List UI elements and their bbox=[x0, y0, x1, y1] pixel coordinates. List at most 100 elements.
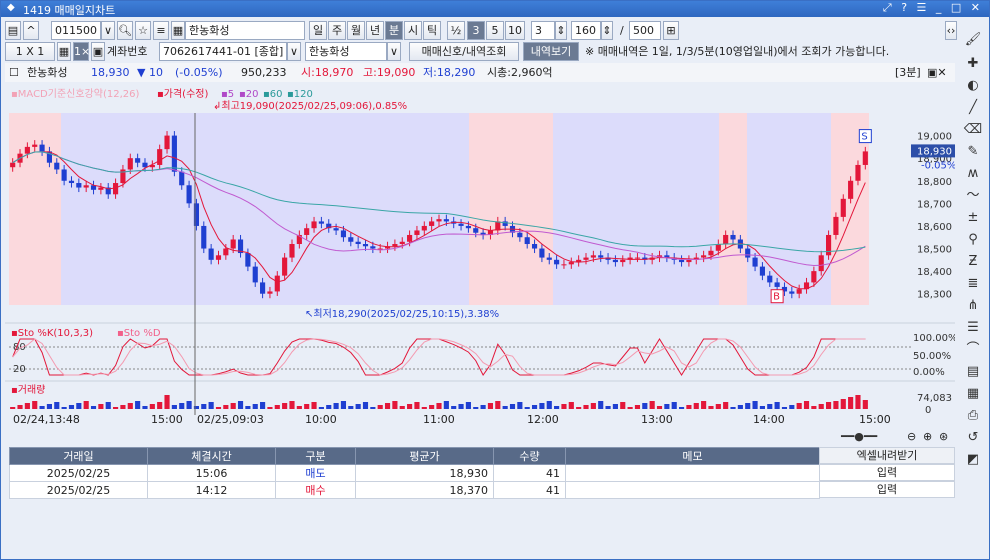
volume-bar bbox=[678, 407, 685, 409]
chart-maximize-icon[interactable]: ▣✕ bbox=[927, 66, 947, 79]
stock-dropdown-icon[interactable]: ∨ bbox=[387, 42, 401, 61]
zoom-slider[interactable]: ━━●━━ bbox=[841, 430, 878, 443]
interval-spin-icon[interactable]: ⇕ bbox=[555, 21, 567, 40]
info-name: 한농화성 bbox=[27, 66, 68, 79]
volume-bar bbox=[745, 403, 751, 409]
table-icon[interactable]: ▣ bbox=[91, 42, 105, 61]
tool-paint-icon[interactable]: 🖌︎ bbox=[964, 32, 982, 47]
layout-button[interactable]: 1 X 1 bbox=[5, 42, 55, 61]
cell-memo[interactable] bbox=[565, 464, 820, 482]
grid-icon[interactable]: ▦ bbox=[57, 42, 71, 61]
candle bbox=[421, 225, 427, 231]
chart-area[interactable]: ▪MACD기준신호강약(12,26) ▪가격(수정) ▪5 ▪20 ▪60 ▪120↲최고… bbox=[5, 83, 955, 439]
tool-print-icon[interactable]: ⎙ bbox=[967, 408, 979, 423]
total-input[interactable]: 500 bbox=[629, 21, 661, 40]
cell-memo[interactable] bbox=[565, 481, 820, 499]
cell-date: 2025/02/25 bbox=[9, 464, 148, 482]
prev-icon[interactable]: ^ bbox=[23, 21, 39, 40]
info-checkbox-icon[interactable]: ☐ bbox=[9, 66, 19, 79]
period-year[interactable]: 년 bbox=[366, 21, 384, 40]
volume-bar bbox=[480, 405, 486, 409]
tool-lines-icon[interactable]: ☰ bbox=[967, 320, 979, 335]
memo-input-button[interactable]: 입력 bbox=[819, 464, 955, 481]
search-icon[interactable]: 🔍︎ bbox=[117, 21, 133, 40]
candle bbox=[208, 248, 214, 260]
signal-button[interactable]: 매매신호/내역조회 bbox=[409, 42, 519, 61]
tool-grid-icon[interactable]: ▦ bbox=[966, 386, 980, 401]
volume-bar bbox=[223, 405, 229, 409]
low-annotation: ↖최저18,290(2025/02/25,10:15),3.38% bbox=[305, 308, 499, 320]
tool-fib-icon[interactable]: ≣ bbox=[967, 276, 979, 291]
x1-icon[interactable]: 1×1 bbox=[73, 42, 97, 61]
zoom-out-icon[interactable]: ⊖ bbox=[907, 430, 917, 443]
account-dropdown-icon[interactable]: ∨ bbox=[287, 42, 301, 61]
window-controls[interactable]: ⤢ ? ☰ _ □ ✕ bbox=[882, 1, 983, 14]
tool-fan-icon[interactable]: ⋔ bbox=[967, 298, 979, 313]
star-icon[interactable]: ☆ bbox=[135, 21, 151, 40]
candle bbox=[811, 271, 817, 283]
candle bbox=[612, 259, 618, 263]
candle bbox=[723, 234, 729, 245]
expand-left-icon[interactable]: ‹› bbox=[945, 21, 957, 40]
code-dropdown-icon[interactable]: ∨ bbox=[101, 21, 115, 40]
zoom-reset-icon[interactable]: ⊛ bbox=[939, 430, 949, 443]
tool-wave-icon[interactable]: 〜 bbox=[966, 188, 980, 203]
tool-zigzag-icon[interactable]: ʍ bbox=[967, 166, 979, 181]
tool-undo-icon[interactable]: ↺ bbox=[967, 430, 979, 445]
memo-input-button[interactable]: 입력 bbox=[819, 481, 955, 498]
count-spin-icon[interactable]: ⇕ bbox=[601, 21, 613, 40]
tool-line-icon[interactable]: ╱ bbox=[969, 100, 977, 115]
interval-input[interactable]: 3 bbox=[531, 21, 555, 40]
candle bbox=[120, 169, 126, 184]
time-tick: 12:00 bbox=[527, 413, 559, 426]
candle bbox=[502, 221, 508, 226]
volume-bar bbox=[421, 407, 427, 409]
volume-bar bbox=[796, 403, 802, 409]
volume-bar bbox=[318, 407, 324, 409]
period-hour[interactable]: 시 bbox=[404, 21, 422, 40]
candle bbox=[708, 250, 714, 256]
tool-circle-icon[interactable]: ◐ bbox=[967, 78, 979, 93]
period-week[interactable]: 주 bbox=[328, 21, 346, 40]
history-button[interactable]: 내역보기 bbox=[523, 42, 579, 61]
tool-z-icon[interactable]: Ƶ bbox=[968, 254, 978, 269]
stock-select[interactable]: 한농화성 bbox=[305, 42, 387, 61]
session-band bbox=[747, 113, 831, 305]
tool-eraser-icon[interactable]: ⌫ bbox=[963, 122, 983, 137]
table-row[interactable]: 2025/02/25 15:06 매도 18,930 41 bbox=[9, 464, 820, 482]
period-minute[interactable]: 분 bbox=[385, 21, 403, 40]
zoom-in-icon[interactable]: ⊕ bbox=[923, 430, 933, 443]
volume-bar bbox=[759, 406, 765, 409]
period-day[interactable]: 일 bbox=[309, 21, 327, 40]
candle bbox=[407, 234, 413, 242]
tool-list-icon[interactable]: ▤ bbox=[966, 364, 980, 379]
tool-measure-icon[interactable]: ⚲ bbox=[968, 232, 978, 247]
volume-bar bbox=[693, 403, 699, 409]
candle bbox=[818, 255, 824, 272]
menu-icon[interactable]: ▤ bbox=[5, 21, 21, 40]
period-month[interactable]: 월 bbox=[347, 21, 365, 40]
candle bbox=[24, 146, 30, 154]
ratio-button[interactable]: ½ bbox=[447, 21, 465, 40]
account-select[interactable]: 7062617441-01 [종합] bbox=[159, 42, 287, 61]
tool-text-icon[interactable]: ✚ bbox=[967, 56, 979, 71]
volume-bar bbox=[723, 402, 729, 409]
table-row[interactable]: 2025/02/25 14:12 매수 18,370 41 bbox=[9, 481, 820, 499]
list-icon[interactable]: ≡ bbox=[153, 21, 169, 40]
interval-3[interactable]: 3 bbox=[467, 21, 485, 40]
interval-10[interactable]: 10 bbox=[505, 21, 525, 40]
candle bbox=[745, 248, 751, 258]
stock-info-icon[interactable]: ▦ bbox=[171, 21, 185, 40]
tool-square-icon[interactable]: ◩ bbox=[966, 452, 980, 467]
volume-bar bbox=[61, 407, 67, 409]
code-input[interactable]: 011500 bbox=[51, 21, 101, 40]
tool-pen-icon[interactable]: ✎ bbox=[967, 144, 979, 159]
volume-bar bbox=[473, 407, 479, 409]
tool-arc-icon[interactable]: ⌒ bbox=[966, 342, 980, 357]
excel-download-button[interactable]: 엑셀내려받기 bbox=[819, 447, 955, 464]
interval-5[interactable]: 5 bbox=[486, 21, 504, 40]
add-chart-icon[interactable]: ⊞ bbox=[663, 21, 679, 40]
count-input[interactable]: 160 bbox=[571, 21, 601, 40]
period-tick[interactable]: 틱 bbox=[423, 21, 441, 40]
tool-plusminus-icon[interactable]: ± bbox=[967, 210, 979, 225]
